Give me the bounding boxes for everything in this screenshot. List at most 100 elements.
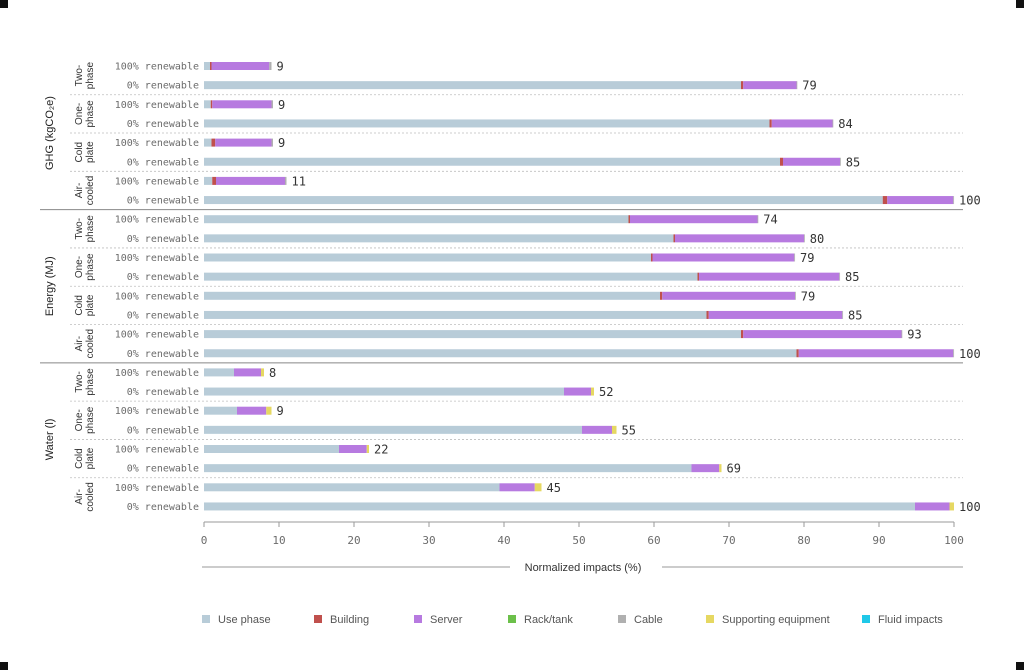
bar-segment-cable bbox=[795, 291, 796, 300]
bar-segment-building bbox=[741, 330, 744, 339]
bar-segment-use-phase bbox=[204, 387, 564, 396]
total-value-label: 9 bbox=[278, 136, 285, 150]
subgroup-label-line: phase bbox=[85, 62, 96, 90]
row-label: 0% renewable bbox=[127, 464, 199, 475]
subgroup-label-line: Cold bbox=[74, 142, 85, 163]
bar-segment-cable bbox=[901, 330, 903, 339]
subgroup-label-line: One- bbox=[74, 409, 85, 431]
bar-segment-cable bbox=[269, 62, 272, 70]
bar-segment-building bbox=[697, 272, 699, 281]
bar-segment-use-phase bbox=[204, 464, 692, 473]
row-label: 0% renewable bbox=[127, 157, 199, 168]
subgroup-label-line: cooled bbox=[85, 482, 96, 511]
legend-label: Use phase bbox=[218, 614, 271, 626]
total-value-label: 79 bbox=[801, 289, 815, 303]
bar-segment-supporting-equipment bbox=[591, 387, 594, 396]
bar-segment-cable bbox=[285, 176, 287, 185]
x-axis-title: Normalized impacts (%) bbox=[525, 562, 642, 574]
group-label: Water (l) bbox=[44, 419, 56, 461]
bar-segment-server bbox=[675, 234, 804, 243]
total-value-label: 80 bbox=[810, 232, 824, 246]
bar-segment-server bbox=[211, 62, 270, 70]
total-value-label: 100 bbox=[959, 347, 981, 361]
bar-segment-cable bbox=[953, 196, 955, 205]
bar-segment-building bbox=[211, 138, 216, 147]
bar-segment-use-phase bbox=[204, 406, 237, 415]
legend-swatch bbox=[414, 615, 422, 623]
subgroup-label-line: Two- bbox=[74, 371, 85, 393]
total-value-label: 22 bbox=[374, 443, 388, 457]
subgroup-label-line: phase bbox=[85, 215, 96, 243]
x-tick-label: 50 bbox=[572, 534, 585, 547]
bar-segment-use-phase bbox=[204, 157, 780, 166]
bar-segment-use-phase bbox=[204, 119, 770, 128]
total-value-label: 84 bbox=[838, 117, 852, 131]
bar-segment-use-phase bbox=[204, 62, 210, 70]
x-tick-label: 70 bbox=[722, 534, 735, 547]
bar-segment-supporting-equipment bbox=[266, 406, 272, 415]
row-label: 100% renewable bbox=[115, 445, 199, 456]
subgroup-label-line: One- bbox=[74, 103, 85, 125]
row-label: 100% renewable bbox=[115, 368, 199, 379]
bar-segment-use-phase bbox=[204, 215, 629, 224]
subgroup-label-line: cooled bbox=[85, 176, 96, 205]
bar-segment-building bbox=[741, 81, 744, 90]
bar-segment-use-phase bbox=[204, 81, 741, 90]
bar-segment-use-phase bbox=[204, 100, 211, 109]
row-label: 0% renewable bbox=[127, 272, 199, 283]
bar-segment-cable bbox=[271, 138, 273, 147]
subgroup-label: Air-cooled bbox=[74, 176, 96, 205]
bar-segment-building bbox=[673, 234, 675, 243]
bar-segment-server bbox=[743, 330, 902, 339]
bar-segment-building bbox=[769, 119, 772, 128]
bar-segment-use-phase bbox=[204, 349, 797, 358]
row-label: 100% renewable bbox=[115, 215, 199, 226]
bar-segment-use-phase bbox=[204, 445, 339, 453]
bar-segment-use-phase bbox=[204, 138, 212, 147]
x-tick-label: 100 bbox=[944, 534, 964, 547]
subgroup-label: Coldplate bbox=[74, 294, 96, 316]
bar-segment-use-phase bbox=[204, 502, 915, 511]
bar-segment-server bbox=[564, 387, 591, 396]
bar-segment-cable bbox=[271, 100, 273, 109]
bar-segment-server bbox=[652, 253, 795, 262]
bar-segment-building bbox=[210, 100, 213, 109]
total-value-label: 69 bbox=[727, 462, 741, 476]
row-label: 0% renewable bbox=[127, 349, 199, 360]
bar-segment-cable bbox=[839, 272, 841, 281]
bar-segment-server bbox=[699, 272, 840, 281]
bar-segment-server bbox=[499, 483, 535, 492]
bar-segment-server bbox=[630, 215, 758, 224]
total-value-label: 9 bbox=[278, 98, 285, 112]
total-value-label: 79 bbox=[802, 79, 816, 93]
x-tick-label: 60 bbox=[647, 534, 660, 547]
subgroup-label-line: phase bbox=[85, 253, 96, 281]
row-label: 0% renewable bbox=[127, 310, 199, 321]
legend-label: Cable bbox=[634, 614, 663, 626]
row-label: 0% renewable bbox=[127, 425, 199, 436]
total-value-label: 11 bbox=[292, 174, 306, 188]
row-label: 100% renewable bbox=[115, 483, 199, 494]
legend-swatch bbox=[508, 615, 516, 623]
bar-segment-server bbox=[708, 310, 843, 319]
bar-segment-server bbox=[887, 196, 954, 205]
total-value-label: 85 bbox=[848, 308, 862, 322]
bar-segment-server bbox=[234, 368, 261, 377]
bar-segment-building bbox=[780, 157, 783, 166]
x-tick-label: 0 bbox=[201, 534, 208, 547]
total-value-label: 9 bbox=[277, 404, 284, 418]
legend-swatch bbox=[862, 615, 870, 623]
legend-swatch bbox=[202, 615, 210, 623]
row-label: 100% renewable bbox=[115, 291, 199, 302]
bar-segment-use-phase bbox=[204, 291, 660, 300]
subgroup-label: One-phase bbox=[74, 253, 96, 281]
bar-segment-server bbox=[216, 176, 285, 185]
subgroup-label-line: One- bbox=[74, 256, 85, 278]
x-tick-label: 10 bbox=[272, 534, 285, 547]
subgroup-label-line: plate bbox=[85, 141, 96, 163]
bar-segment-building bbox=[212, 176, 216, 185]
corner-mark-top-right bbox=[1016, 0, 1024, 8]
bar-segment-building bbox=[628, 215, 630, 224]
bar-segment-server bbox=[212, 100, 272, 109]
row-label: 100% renewable bbox=[115, 176, 199, 187]
